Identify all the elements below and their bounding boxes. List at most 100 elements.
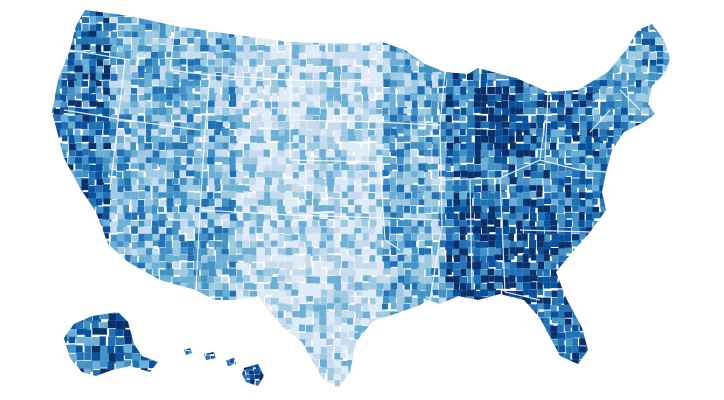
county-cell — [285, 24, 292, 33]
county-cell — [677, 213, 683, 220]
county-cell — [599, 247, 609, 256]
county-cell — [383, 311, 391, 318]
county-cell — [501, 15, 511, 24]
county-cell — [179, 17, 187, 25]
county-cell — [67, 269, 75, 276]
county-cell — [327, 269, 334, 276]
county-cell — [354, 164, 362, 172]
county-cell — [249, 198, 260, 205]
county-cell — [312, 240, 320, 247]
county-cell — [614, 38, 624, 48]
county-cell — [410, 115, 418, 122]
county-cell — [207, 387, 215, 388]
county-cell — [144, 290, 151, 300]
county-cell — [662, 170, 670, 179]
county-cell — [501, 10, 511, 17]
county-cell — [474, 233, 481, 241]
county-cell — [550, 45, 558, 53]
county-cell — [467, 296, 474, 304]
county-cell — [248, 309, 257, 317]
county-cell — [304, 226, 314, 234]
county-cell — [494, 37, 505, 45]
county-cell — [635, 339, 645, 346]
county-cell — [564, 176, 572, 184]
county-cell — [543, 352, 551, 362]
county-cell — [411, 225, 420, 235]
county-cell — [558, 17, 566, 27]
county-cell — [669, 339, 670, 349]
county-cell — [340, 31, 348, 42]
county-cell — [144, 381, 155, 388]
county-cell — [54, 366, 63, 375]
county-cell — [263, 283, 270, 290]
county-cell — [502, 59, 511, 68]
county-cell — [607, 332, 618, 341]
county-cell — [459, 366, 468, 377]
county-cell — [627, 255, 636, 261]
county-cell — [466, 360, 476, 367]
county-cell — [74, 156, 83, 164]
county-cell — [649, 380, 658, 388]
county-cell — [592, 142, 601, 150]
county-cell — [277, 31, 284, 41]
county-cell — [592, 254, 601, 265]
county-cell — [263, 30, 271, 40]
county-cell — [214, 66, 223, 73]
county-cell — [619, 143, 627, 151]
county-cell — [537, 359, 548, 369]
county-cell — [270, 338, 281, 348]
county-cell — [649, 339, 656, 349]
county-cell — [494, 17, 501, 24]
county-cell — [579, 352, 587, 360]
county-cell — [382, 345, 391, 354]
county-cell — [606, 352, 615, 359]
county-cell — [81, 10, 91, 17]
county-cell — [488, 52, 497, 60]
county-cell — [101, 232, 109, 239]
county-cell — [60, 297, 67, 306]
county-cell — [158, 303, 166, 314]
county-cell — [493, 45, 504, 53]
county-cell — [397, 219, 405, 227]
county-cell — [536, 10, 546, 18]
county-cell — [291, 345, 301, 355]
county-cell — [327, 36, 334, 47]
county-cell — [41, 87, 50, 93]
county-cell — [501, 353, 508, 361]
county-cell — [417, 38, 426, 48]
county-cell — [41, 31, 50, 40]
county-cell — [292, 381, 299, 388]
county-cell — [201, 282, 210, 290]
county-cell — [193, 332, 201, 340]
county-cell — [52, 352, 54, 359]
county-cell — [313, 290, 321, 299]
county-cell — [500, 206, 510, 213]
county-cell — [529, 23, 536, 30]
county-cell — [641, 38, 651, 46]
county-cell — [200, 387, 211, 388]
county-cell — [501, 100, 509, 110]
county-cell — [495, 10, 505, 19]
county-cell — [354, 205, 363, 214]
county-cell — [655, 94, 662, 104]
county-cell — [430, 163, 439, 170]
county-cell — [676, 304, 683, 311]
county-cell — [473, 73, 480, 81]
county-cell — [88, 303, 98, 314]
county-cell — [678, 198, 685, 207]
county-cell — [606, 199, 613, 206]
county-cell — [620, 310, 630, 320]
county-cell — [425, 296, 434, 303]
county-cell — [333, 30, 342, 41]
county-cell — [40, 248, 46, 254]
county-cell — [180, 295, 187, 306]
county-cell — [656, 281, 667, 291]
county-cell — [347, 311, 355, 319]
county-cell — [123, 269, 131, 277]
county-cell — [661, 212, 670, 219]
county-cell — [473, 10, 480, 17]
county-cell — [459, 44, 468, 52]
county-cell — [495, 261, 503, 270]
county-cell — [60, 199, 70, 208]
county-cell — [585, 59, 596, 67]
